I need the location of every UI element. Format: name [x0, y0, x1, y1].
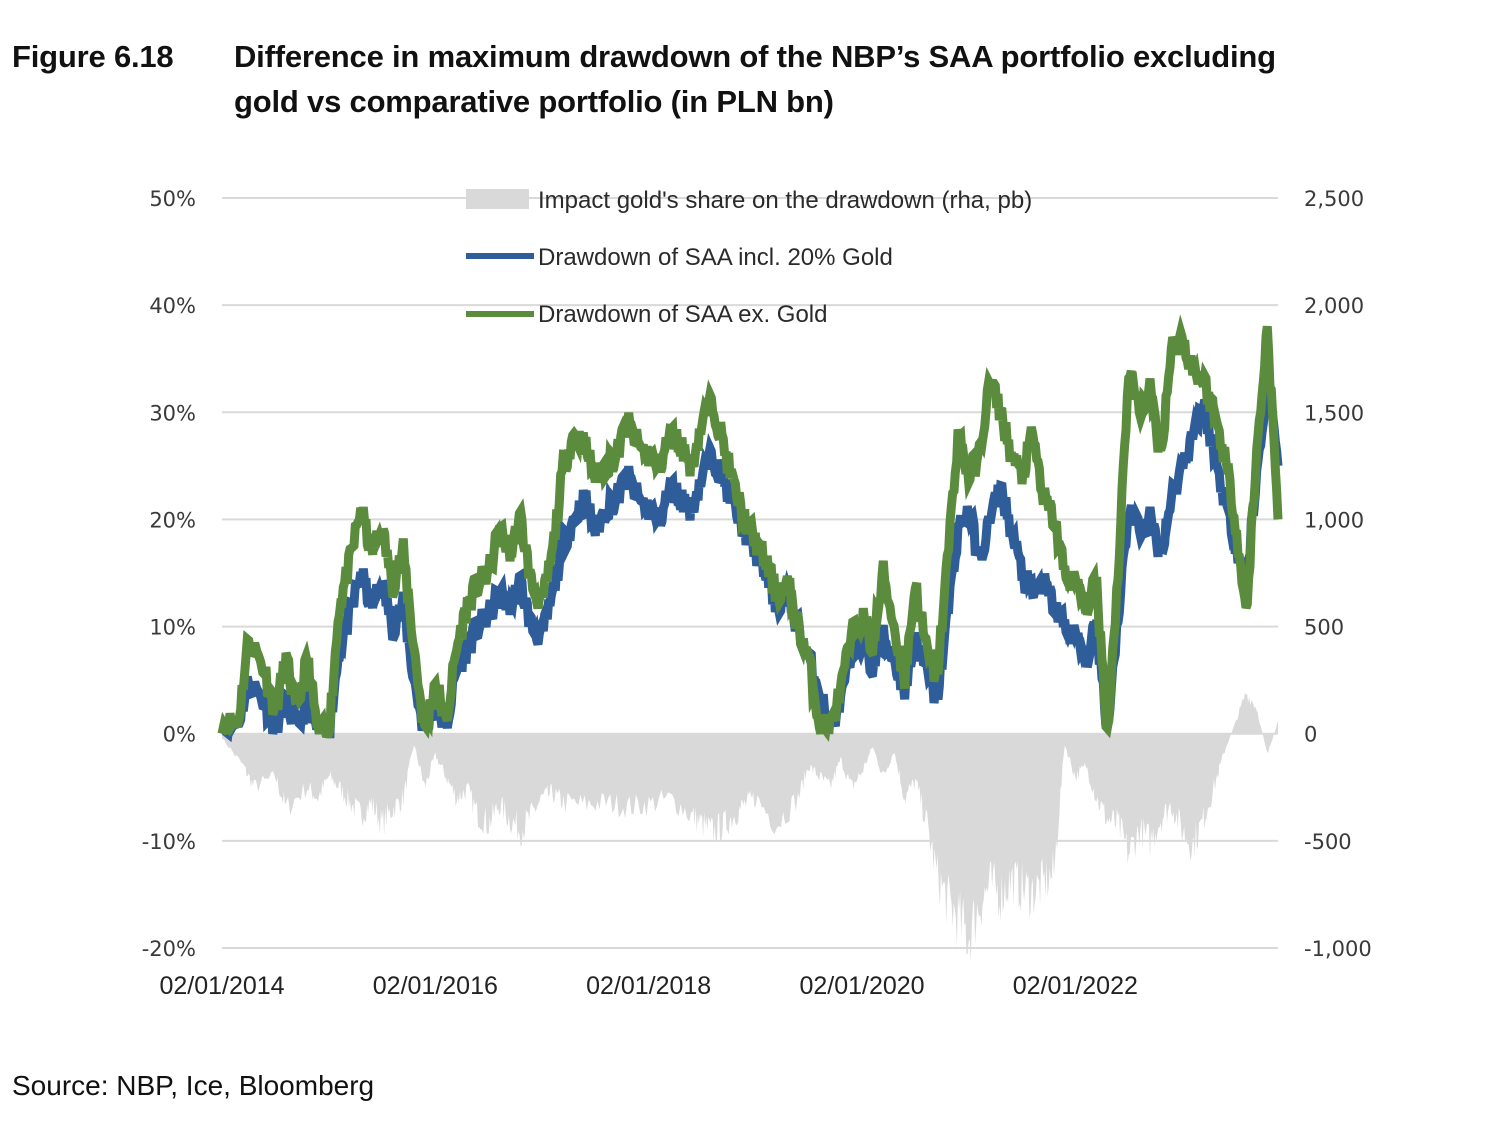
figure-title-line-2: gold vs comparative portfolio (in PLN bn… — [234, 84, 834, 119]
legend-impact-label: Impact gold's share on the drawdown (rha… — [538, 187, 1032, 214]
legend-ex-gold-label: Drawdown of SAA ex. Gold — [538, 301, 827, 328]
figure-title-text: Difference in maximum drawdown of the NB… — [234, 34, 1494, 124]
x-tick-label: 02/01/2018 — [586, 972, 711, 1000]
legend-ex-gold-swatch — [466, 311, 534, 317]
y-right-tick-label: 0 — [1304, 723, 1317, 747]
y-right-tick-label: -500 — [1304, 830, 1352, 854]
impact-area-layer — [222, 692, 1278, 963]
y-left-tick-label: 40% — [149, 294, 196, 318]
legend-incl-gold-swatch — [466, 253, 534, 259]
y-right-tick-label: 1,000 — [1304, 508, 1364, 532]
line-ex-gold — [217, 314, 1283, 743]
y-right-tick-label: 2,000 — [1304, 294, 1364, 318]
figure-label: Figure 6.18 — [12, 39, 174, 74]
figure-title-line-1: Difference in maximum drawdown of the NB… — [234, 39, 1276, 74]
y-axis-left: 50% 40% 30% 20% 10% 0% -10% -20% — [142, 187, 196, 961]
y-right-tick-label: 2,500 — [1304, 187, 1364, 211]
y-left-tick-label: -10% — [142, 830, 196, 854]
y-right-tick-label: 1,500 — [1304, 401, 1364, 425]
legend: Impact gold's share on the drawdown (rha… — [466, 187, 1032, 328]
lines-layer — [217, 314, 1283, 743]
y-left-tick-label: 30% — [149, 401, 196, 425]
x-tick-label: 02/01/2020 — [799, 972, 924, 1000]
source-note: Source: NBP, Ice, Bloomberg — [12, 1070, 375, 1101]
impact-area — [222, 692, 1278, 963]
y-left-tick-label: 10% — [149, 616, 196, 640]
y-axis-right: 2,500 2,000 1,500 1,000 500 0 -500 -1,000 — [1304, 187, 1372, 961]
y-left-tick-label: 0% — [163, 723, 196, 747]
x-tick-label: 02/01/2014 — [159, 972, 284, 1000]
y-right-tick-label: 500 — [1304, 616, 1344, 640]
x-tick-label: 02/01/2016 — [373, 972, 498, 1000]
y-left-tick-label: -20% — [142, 937, 196, 961]
y-left-tick-label: 50% — [149, 187, 196, 211]
y-right-tick-label: -1,000 — [1304, 937, 1372, 961]
legend-impact-swatch — [466, 189, 529, 209]
legend-incl-gold-label: Drawdown of SAA incl. 20% Gold — [538, 244, 893, 271]
x-tick-label: 02/01/2022 — [1013, 972, 1138, 1000]
y-left-tick-label: 20% — [149, 508, 196, 532]
x-axis: 02/01/2014 02/01/2016 02/01/2018 02/01/2020… — [159, 972, 1137, 1000]
